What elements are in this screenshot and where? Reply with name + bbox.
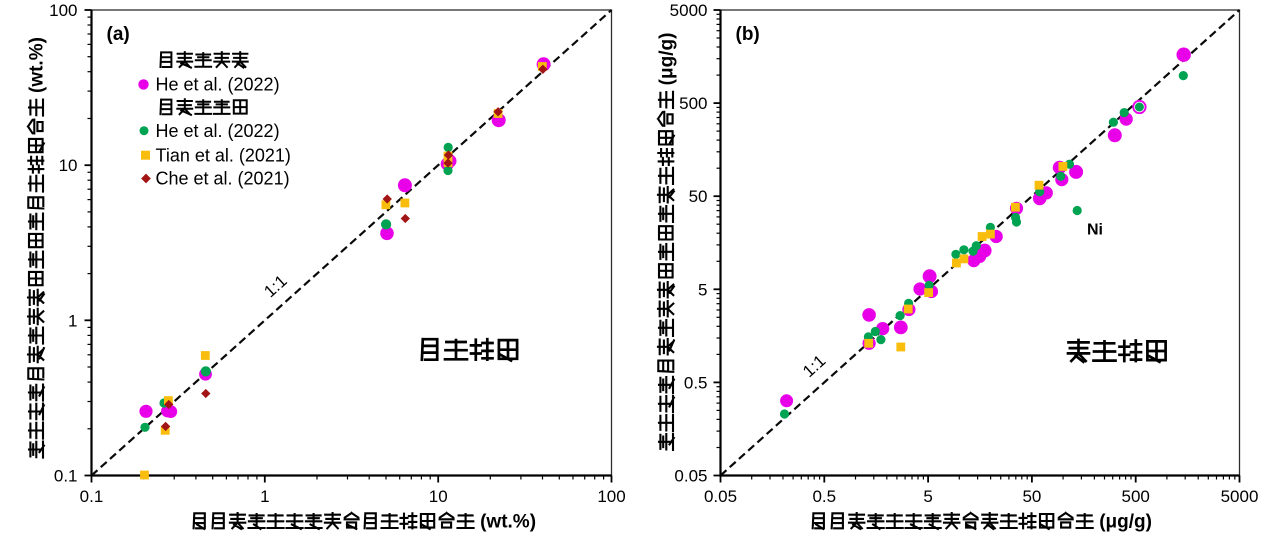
svg-text:5000: 5000 [1221,487,1259,506]
svg-text:0.1: 0.1 [54,467,78,486]
svg-text:(μg/g): (μg/g) [657,33,678,86]
svg-text:(a): (a) [107,24,130,45]
svg-text:50: 50 [689,187,708,206]
svg-text:0.5: 0.5 [812,487,836,506]
svg-text:0.05: 0.05 [704,487,737,506]
svg-text:50: 50 [1022,487,1041,506]
svg-text:0.5: 0.5 [684,373,708,392]
svg-text:1: 1 [68,311,77,330]
svg-text:0.05: 0.05 [674,467,707,486]
svg-text:1: 1 [260,487,269,506]
svg-text:500: 500 [679,94,707,113]
svg-text:He et al. (2022): He et al. (2022) [156,121,280,141]
svg-text:5000: 5000 [670,1,708,20]
svg-text:(wt.%): (wt.%) [27,37,48,93]
svg-text:100: 100 [49,1,77,20]
svg-text:(wt.%): (wt.%) [480,512,536,533]
svg-text:100: 100 [597,487,625,506]
svg-text:10: 10 [429,487,448,506]
svg-text:5: 5 [923,487,932,506]
svg-text:(b): (b) [736,24,760,45]
svg-text:Tian et al. (2021): Tian et al. (2021) [156,146,291,166]
svg-text:(μg/g): (μg/g) [1099,512,1152,533]
svg-text:He et al. (2022): He et al. (2022) [156,75,280,95]
svg-text:10: 10 [59,156,78,175]
svg-text:Che et al. (2021): Che et al. (2021) [156,169,290,189]
svg-text:Ni: Ni [1087,222,1103,239]
svg-text:5: 5 [698,280,707,299]
svg-text:500: 500 [1122,487,1150,506]
svg-text:0.1: 0.1 [80,487,104,506]
